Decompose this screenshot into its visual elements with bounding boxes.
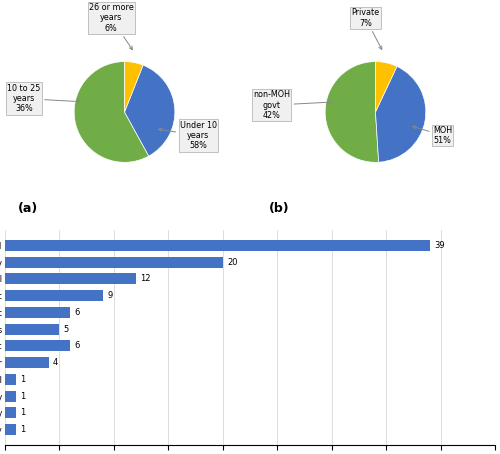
Text: 1: 1 bbox=[20, 425, 26, 434]
Text: 1: 1 bbox=[20, 375, 26, 384]
Bar bbox=[5, 408, 16, 419]
Text: 10 to 25
years
36%: 10 to 25 years 36% bbox=[7, 84, 80, 114]
Bar bbox=[5, 307, 70, 318]
Text: Under 10
years
58%: Under 10 years 58% bbox=[158, 121, 217, 150]
Bar bbox=[5, 357, 49, 368]
Text: Private
7%: Private 7% bbox=[352, 8, 382, 49]
Bar bbox=[5, 257, 223, 267]
Text: 6: 6 bbox=[74, 341, 80, 350]
Bar bbox=[5, 290, 103, 301]
Bar bbox=[5, 273, 136, 284]
Text: 20: 20 bbox=[227, 257, 237, 266]
Wedge shape bbox=[74, 62, 149, 162]
Wedge shape bbox=[124, 62, 143, 112]
Wedge shape bbox=[376, 62, 397, 112]
Bar bbox=[5, 391, 16, 402]
Bar bbox=[5, 240, 430, 251]
Text: 1: 1 bbox=[20, 392, 26, 401]
Text: 6: 6 bbox=[74, 308, 80, 317]
Text: MOH
51%: MOH 51% bbox=[413, 126, 452, 145]
Bar bbox=[5, 340, 70, 351]
Text: (a): (a) bbox=[18, 202, 38, 215]
Text: 9: 9 bbox=[108, 291, 112, 300]
Text: 1: 1 bbox=[20, 409, 26, 417]
Bar bbox=[5, 374, 16, 385]
Bar bbox=[5, 424, 16, 435]
Text: 5: 5 bbox=[64, 325, 69, 334]
Text: 4: 4 bbox=[53, 358, 58, 367]
Wedge shape bbox=[124, 65, 175, 156]
Text: non-MOH
govt
42%: non-MOH govt 42% bbox=[253, 90, 332, 120]
Wedge shape bbox=[325, 62, 378, 162]
Text: 12: 12 bbox=[140, 274, 150, 283]
Text: 39: 39 bbox=[434, 241, 444, 250]
Text: 26 or more
years
6%: 26 or more years 6% bbox=[88, 3, 134, 49]
Text: (b): (b) bbox=[268, 202, 289, 215]
Bar bbox=[5, 324, 60, 335]
Wedge shape bbox=[376, 66, 426, 162]
